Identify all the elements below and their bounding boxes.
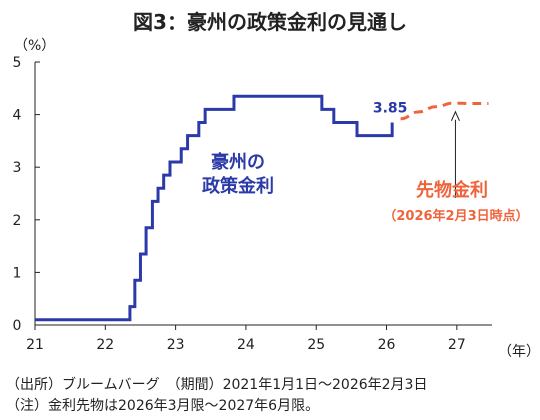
futures-series-label: 先物金利 （2026年2月3日時点） <box>383 179 528 224</box>
y-tick-label: 5 <box>13 55 22 71</box>
x-tick-label: 23 <box>167 337 185 353</box>
policy-rate-series-line <box>35 94 394 322</box>
x-tick-label: 25 <box>307 337 325 353</box>
futures-series-line <box>400 101 489 121</box>
policy-rate-series-label-line: 豪州の <box>211 151 265 173</box>
x-tick-label: 21 <box>26 337 44 353</box>
x-axis-unit-label: （年） <box>498 344 540 360</box>
y-tick-label: 2 <box>13 213 22 229</box>
policy-rate-end-value-label: 3.85 <box>373 100 408 116</box>
y-tick-label: 0 <box>13 318 22 334</box>
x-tick-label: 24 <box>237 337 255 353</box>
x-tick-label: 22 <box>96 337 114 353</box>
policy-rate-series-label-line: 政策金利 <box>202 175 274 197</box>
y-tick-label: 1 <box>13 265 22 281</box>
source-note: （出所）ブルームバーグ （期間）2021年1月1日～2026年2月3日 <box>6 377 428 393</box>
chart-title: 図3：豪州の政策金利の見通し <box>133 10 407 34</box>
futures-annotation-arrowhead <box>450 110 460 121</box>
x-tick-label: 26 <box>378 337 396 353</box>
futures-series-label-line: （2026年2月3日時点） <box>383 208 528 224</box>
futures-series-label-line: 先物金利 <box>416 179 488 201</box>
footnote: （注）金利先物は2026年3月限～2027年6月限。 <box>6 398 320 414</box>
y-tick-label: 3 <box>13 160 22 176</box>
policy-rate-series-label: 豪州の政策金利 <box>202 151 274 197</box>
y-tick-label: 4 <box>13 108 22 124</box>
y-axis-unit-label: （%） <box>14 38 55 54</box>
series-layer <box>35 94 489 322</box>
x-tick-label: 27 <box>448 337 466 353</box>
